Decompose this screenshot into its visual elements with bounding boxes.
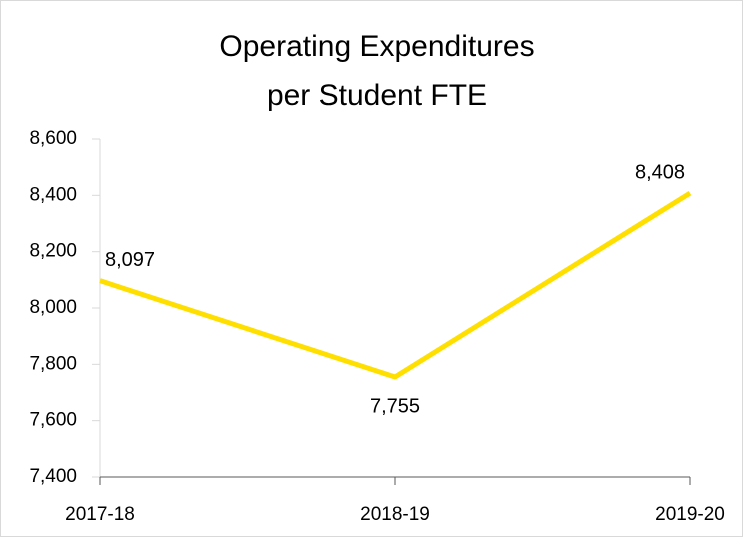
y-tick-label: 7,400 (29, 466, 77, 487)
data-label: 8,408 (635, 161, 685, 183)
data-label: 7,755 (370, 395, 420, 417)
chart-title: per Student FTE (267, 79, 487, 112)
x-tick-label: 2018-19 (360, 504, 430, 525)
y-tick-label: 7,800 (29, 353, 77, 374)
y-tick-label: 8,200 (29, 241, 77, 262)
line-series (99, 190, 692, 380)
y-tick-label: 8,000 (29, 297, 77, 318)
y-tick-label: 8,400 (29, 184, 77, 205)
x-tick-label: 2017-18 (65, 504, 135, 525)
chart-title: Operating Expenditures (219, 30, 534, 63)
x-tick-label: 2019-20 (655, 504, 725, 525)
y-tick-label: 7,600 (29, 410, 77, 431)
y-tick-label: 8,600 (29, 128, 77, 149)
data-label: 8,097 (105, 249, 155, 271)
